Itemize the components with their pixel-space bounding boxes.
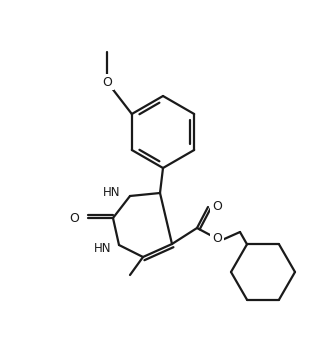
Text: O: O — [102, 76, 112, 89]
Text: O: O — [212, 201, 222, 214]
Text: O: O — [212, 232, 222, 245]
Text: HN: HN — [103, 186, 120, 199]
Text: O: O — [69, 211, 79, 225]
Text: HN: HN — [94, 241, 111, 255]
